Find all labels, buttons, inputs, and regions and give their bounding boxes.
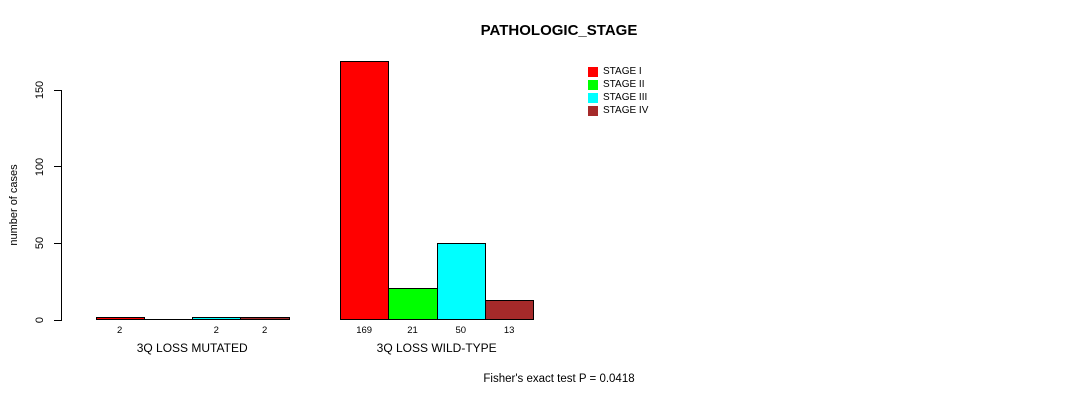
legend-item: STAGE I: [588, 67, 648, 77]
legend-item: STAGE IV: [588, 106, 648, 116]
fisher-test-annotation: Fisher's exact test P = 0.0418: [483, 373, 635, 385]
legend-swatch-icon: [588, 67, 598, 77]
legend-swatch-icon: [588, 106, 598, 116]
y-tick-mark: [54, 242, 61, 244]
legend-swatch-icon: [588, 80, 598, 90]
bar-value-label: 2: [213, 325, 219, 336]
group-label: 3Q LOSS MUTATED: [136, 341, 248, 355]
bar-stage-iv: [240, 317, 290, 320]
legend-label: STAGE III: [603, 92, 648, 103]
bar-value-label: 2: [261, 325, 268, 336]
y-tick-mark: [54, 89, 61, 91]
bar-stage-ii: [388, 288, 438, 320]
bar-zero-height: [143, 319, 194, 320]
y-tick-mark: [54, 166, 61, 168]
y-tick-label: 100: [34, 157, 46, 176]
bar-value-label: 21: [407, 325, 418, 336]
y-tick-mark: [54, 319, 61, 321]
legend: STAGE I STAGE II STAGE III STAGE IV: [588, 67, 648, 119]
y-tick-label: 150: [34, 80, 46, 100]
bar-value-label: 2: [117, 325, 123, 336]
y-tick-label: 50: [34, 237, 46, 250]
chart-title: PATHOLOGIC_STAGE: [480, 22, 638, 39]
legend-item: STAGE III: [588, 93, 648, 103]
legend-item: STAGE II: [588, 80, 648, 90]
bar-value-label: 169: [356, 325, 373, 336]
legend-label: STAGE IV: [603, 105, 649, 116]
group-label: 3Q LOSS WILD-TYPE: [376, 341, 497, 355]
bar-value-label: 50: [455, 325, 467, 336]
legend-label: STAGE I: [603, 66, 642, 77]
bar-stage-i: [95, 317, 145, 320]
legend-label: STAGE II: [603, 79, 645, 90]
bar-stage-iv: [484, 300, 535, 320]
bar-stage-iii: [436, 243, 486, 320]
bar-value-label: 13: [503, 325, 515, 336]
y-tick-label: 0: [34, 316, 46, 324]
bar-stage-iii: [192, 317, 242, 320]
bar-stage-i: [340, 61, 390, 320]
y-axis-line: [61, 90, 62, 321]
legend-swatch-icon: [588, 93, 598, 103]
